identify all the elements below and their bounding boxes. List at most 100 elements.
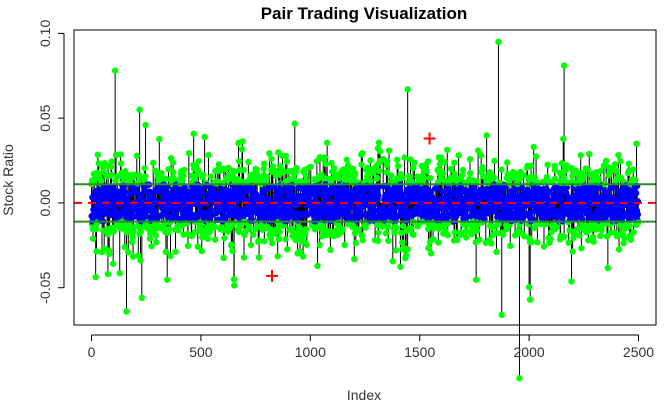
outside-band-point: [302, 172, 309, 179]
outside-band-point: [312, 225, 319, 232]
outside-band-point: [335, 175, 342, 182]
outside-band-point: [180, 172, 187, 179]
outside-band-point: [540, 243, 548, 250]
outside-band-point: [355, 226, 363, 234]
outside-band-point: [321, 154, 328, 161]
outside-band-point: [302, 230, 309, 238]
outside-band-point: [383, 169, 390, 176]
outside-band-point: [98, 177, 105, 184]
outside-band-point: [483, 132, 490, 139]
outside-band-point: [613, 167, 620, 174]
outside-band-point: [275, 235, 282, 243]
outside-band-point: [314, 262, 321, 270]
outside-band-point: [444, 231, 451, 239]
outside-band-point: [235, 157, 243, 165]
outside-band-point: [376, 148, 384, 155]
outside-band-point: [359, 149, 366, 157]
outside-band-point: [525, 283, 533, 291]
inside-band-point: [136, 191, 144, 198]
outside-band-point: [551, 175, 559, 182]
outside-band-point: [362, 224, 369, 231]
inside-band-point: [253, 191, 260, 198]
inside-band-point: [578, 207, 586, 215]
outside-band-point: [401, 154, 408, 161]
outside-band-point: [547, 235, 554, 242]
outside-band-point: [414, 173, 421, 180]
outside-band-point: [299, 253, 307, 260]
inside-band-point: [115, 213, 123, 221]
outside-band-point: [188, 232, 195, 240]
outside-band-point: [200, 171, 207, 179]
outside-band-point: [491, 157, 498, 165]
outside-band-point: [201, 133, 208, 141]
outside-band-point: [578, 245, 585, 252]
outside-band-point: [444, 146, 451, 154]
outside-band-point: [116, 270, 123, 277]
outside-band-point: [109, 260, 117, 267]
outside-band-point: [504, 159, 511, 166]
outside-band-point: [245, 158, 252, 166]
outside-band-point: [129, 253, 137, 260]
outside-band-point: [283, 158, 291, 165]
inside-band-point: [398, 190, 405, 197]
outside-band-point: [439, 170, 447, 177]
inside-band-point: [519, 184, 526, 192]
outside-band-point: [153, 238, 160, 246]
outside-band-point: [451, 159, 458, 166]
outside-band-point: [207, 173, 215, 180]
outside-band-point: [521, 232, 528, 240]
outside-band-point: [565, 239, 572, 246]
outside-band-point: [225, 164, 232, 172]
outside-band-point: [303, 241, 310, 248]
outside-band-point: [569, 248, 576, 255]
outside-band-point: [493, 248, 500, 256]
inside-band-point: [374, 184, 381, 192]
outside-band-point: [240, 254, 248, 261]
outside-band-point: [621, 235, 628, 242]
inside-band-point: [622, 195, 630, 203]
outside-band-point: [117, 151, 124, 158]
inside-band-point: [585, 208, 592, 215]
inside-band-point: [371, 207, 378, 214]
outside-band-point: [569, 172, 576, 179]
outside-band-point: [451, 229, 458, 236]
outside-band-point: [590, 238, 597, 245]
outside-band-point: [158, 169, 165, 177]
outside-band-point: [100, 245, 108, 252]
outside-band-point: [263, 173, 271, 181]
outside-band-point: [477, 152, 485, 159]
outside-band-point: [135, 252, 142, 259]
outside-band-point: [137, 257, 144, 264]
inside-band-point: [590, 191, 598, 198]
inside-band-point: [628, 195, 635, 203]
outside-band-point: [611, 161, 619, 168]
inside-band-point: [189, 211, 196, 218]
outside-band-point: [156, 135, 163, 143]
inside-band-point: [531, 194, 538, 201]
outside-band-point: [269, 163, 277, 170]
outside-band-point: [393, 224, 400, 232]
outside-band-point: [246, 225, 253, 233]
outside-band-point: [544, 161, 551, 168]
outside-band-point: [162, 248, 170, 256]
outside-band-point: [420, 174, 428, 181]
outside-band-point: [164, 276, 171, 283]
outside-band-point: [255, 254, 263, 261]
outside-band-point: [280, 168, 288, 176]
inside-band-point: [455, 194, 463, 201]
outside-band-point: [551, 166, 559, 174]
outside-band-point: [106, 250, 113, 258]
outside-band-point: [626, 222, 633, 230]
outside-band-point: [229, 173, 237, 181]
outside-band-point: [402, 252, 410, 259]
outside-band-point: [205, 151, 212, 159]
outside-band-point: [594, 174, 602, 182]
outside-band-point: [238, 146, 246, 153]
outside-band-point: [476, 236, 483, 243]
outside-band-point: [397, 263, 404, 270]
outside-band-point: [204, 235, 212, 242]
outside-band-point: [107, 163, 115, 170]
outside-band-point: [577, 152, 584, 159]
outside-band-point: [167, 252, 174, 260]
inside-band-point: [233, 205, 240, 212]
